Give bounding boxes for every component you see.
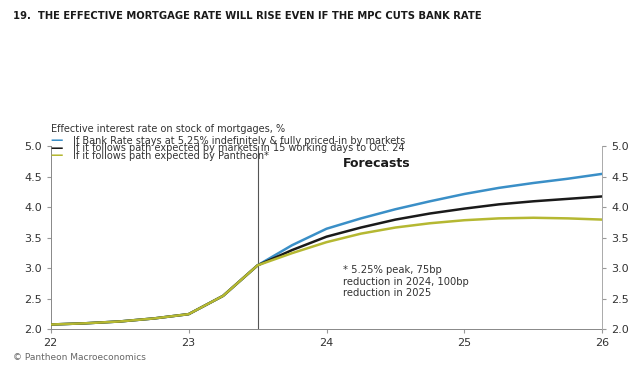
- Text: © Pantheon Macroeconomics: © Pantheon Macroeconomics: [13, 353, 146, 362]
- Text: If it follows path expected by markets in 15 working days to Oct. 24: If it follows path expected by markets i…: [73, 143, 404, 153]
- Text: If it follows path expected by Pantheon*: If it follows path expected by Pantheon*: [73, 150, 269, 161]
- Text: —: —: [51, 142, 63, 155]
- Text: * 5.25% peak, 75bp
reduction in 2024, 100bp
reduction in 2025: * 5.25% peak, 75bp reduction in 2024, 10…: [343, 265, 469, 298]
- Text: —: —: [51, 134, 63, 147]
- Text: If Bank Rate stays at 5.25% indefinitely & fully priced-in by markets: If Bank Rate stays at 5.25% indefinitely…: [73, 136, 405, 146]
- Text: 19.  THE EFFECTIVE MORTGAGE RATE WILL RISE EVEN IF THE MPC CUTS BANK RATE: 19. THE EFFECTIVE MORTGAGE RATE WILL RIS…: [13, 11, 481, 21]
- Text: —: —: [51, 149, 63, 162]
- Text: Effective interest rate on stock of mortgages, %: Effective interest rate on stock of mort…: [51, 124, 285, 134]
- Text: Forecasts: Forecasts: [343, 157, 411, 170]
